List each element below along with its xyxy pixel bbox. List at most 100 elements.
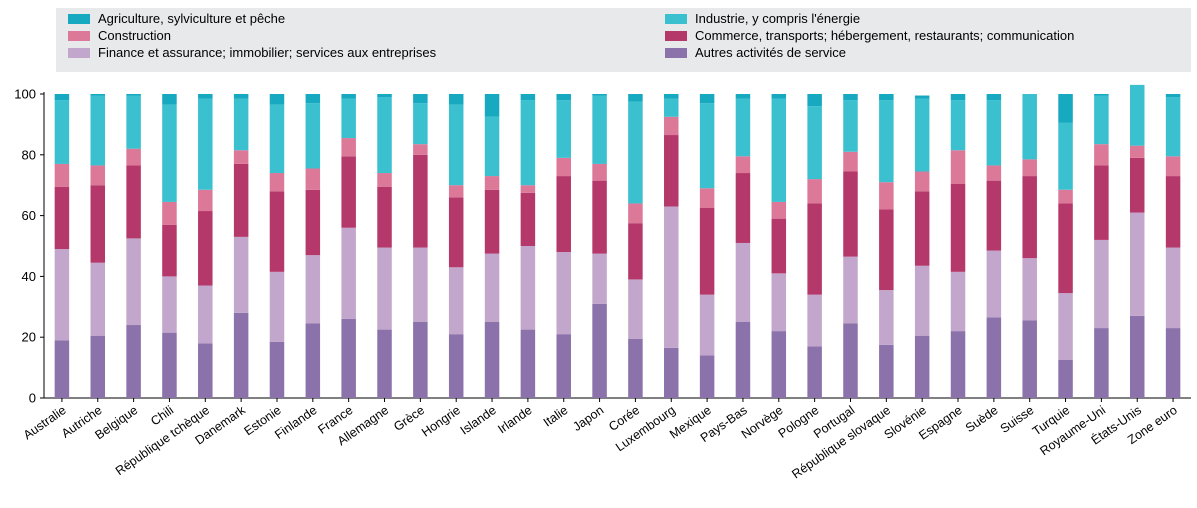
- bar-segment: [198, 343, 213, 398]
- bar-segment: [986, 165, 1002, 181]
- bar-segment: [341, 98, 356, 139]
- legend-swatch: [68, 47, 90, 58]
- bar-segment: [1058, 122, 1073, 190]
- bar-segment: [162, 276, 177, 333]
- x-tick-label: Islande: [458, 403, 499, 438]
- bar-segment: [986, 180, 1002, 251]
- legend-item: Construction: [68, 28, 171, 43]
- x-tick-label: Suède: [963, 403, 1001, 435]
- bar-segment: [556, 94, 571, 101]
- bar-segment: [90, 165, 106, 186]
- legend-item: Finance et assurance; immobilier; servic…: [68, 45, 436, 60]
- legend-swatch: [68, 30, 90, 41]
- bar-segment: [592, 95, 607, 164]
- bar-segment: [914, 171, 930, 192]
- bar-segment: [448, 267, 464, 335]
- bar-segment: [54, 100, 70, 164]
- bar-segment: [1058, 189, 1073, 204]
- y-tick-label: 20: [22, 330, 36, 345]
- bar-segment: [377, 247, 392, 330]
- bar-segment: [592, 94, 607, 96]
- bar-segment: [484, 189, 500, 254]
- bar-segment: [269, 341, 285, 398]
- x-tick-label: Italie: [541, 403, 571, 430]
- bar-segment: [771, 201, 787, 219]
- bar-segment: [664, 116, 679, 136]
- bar-segment: [628, 101, 643, 204]
- bar-segment: [1094, 144, 1109, 166]
- bar-segment: [341, 94, 356, 99]
- bar-segment: [448, 334, 464, 398]
- bar-segment: [950, 100, 966, 151]
- bar-segment: [879, 344, 894, 398]
- bar-segment: [305, 168, 321, 190]
- bar-segment: [377, 186, 392, 248]
- bar-segment: [126, 94, 141, 96]
- bar-segment: [305, 94, 321, 104]
- bar-segment: [771, 98, 787, 202]
- bar-segment: [735, 173, 751, 243]
- bar-segment: [305, 323, 321, 398]
- bar-segment: [484, 322, 500, 398]
- bar-segment: [1094, 95, 1109, 145]
- bar-segment: [843, 100, 858, 152]
- bar-segment: [879, 290, 894, 345]
- bar-segment: [54, 163, 70, 187]
- bar-segment: [556, 176, 571, 253]
- bar-segment: [90, 262, 106, 336]
- bar-segment: [592, 180, 607, 254]
- bar-segment: [628, 94, 643, 102]
- bar-segment: [1129, 315, 1145, 398]
- bar-segment: [1165, 328, 1181, 398]
- bar-segment: [233, 236, 249, 313]
- bar-segment: [341, 318, 356, 398]
- bar-segment: [126, 238, 141, 326]
- bar-segment: [1165, 156, 1181, 177]
- bar-segment: [126, 148, 141, 166]
- bar-segment: [126, 95, 141, 149]
- x-tick-label: Suisse: [998, 403, 1037, 436]
- bar-segment: [484, 94, 500, 117]
- bar-segment: [699, 294, 715, 356]
- bar-segment: [377, 97, 392, 174]
- bar-segment: [233, 150, 249, 164]
- bar-segment: [807, 106, 822, 180]
- bar-segment: [1022, 159, 1037, 177]
- bar-segment: [90, 95, 106, 166]
- bar-segment: [664, 347, 679, 398]
- bar-segment: [448, 94, 464, 105]
- legend-item: Autres activités de service: [665, 45, 846, 60]
- bar-segment: [269, 104, 285, 174]
- bar-segment: [520, 185, 536, 193]
- bar-segment: [520, 192, 536, 246]
- bar-segment: [986, 100, 1002, 166]
- bar-segment: [54, 186, 70, 250]
- bar-segment: [807, 203, 822, 295]
- bar-segment: [807, 346, 822, 398]
- bar-segment: [162, 94, 177, 105]
- bar-segment: [843, 171, 858, 257]
- bar-segment: [699, 103, 715, 189]
- bar-segment: [664, 94, 679, 99]
- bar-segment: [771, 273, 787, 332]
- bar-segment: [233, 312, 249, 398]
- bar-segment: [879, 94, 894, 101]
- bar-segment: [699, 188, 715, 208]
- bar-segment: [664, 135, 679, 207]
- bar-segment: [735, 242, 751, 322]
- bar-segment: [520, 94, 536, 101]
- bar-segment: [90, 335, 106, 398]
- bar-segment: [269, 191, 285, 272]
- bar-segment: [90, 185, 106, 263]
- bar-segment: [592, 303, 607, 398]
- bar-segment: [950, 94, 966, 101]
- bar-segment: [843, 151, 858, 172]
- bar-segment: [807, 294, 822, 347]
- bar-segment: [305, 255, 321, 324]
- bar-segment: [771, 94, 787, 99]
- y-tick-label: 60: [22, 208, 36, 223]
- bar-segment: [162, 104, 177, 202]
- y-tick-label: 80: [22, 147, 36, 162]
- bar-segment: [305, 189, 321, 256]
